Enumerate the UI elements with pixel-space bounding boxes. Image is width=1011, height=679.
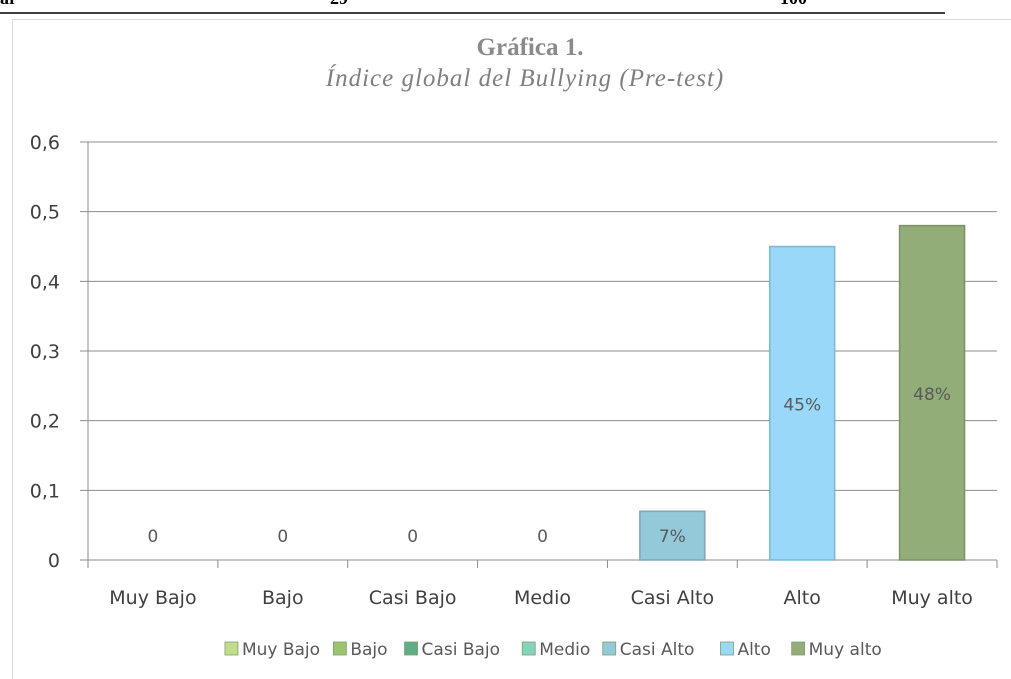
x-tick-label: Medio [514, 587, 571, 609]
x-tick-label: Alto [784, 587, 821, 609]
header-text: 100 [780, 0, 807, 8]
chart-title: Gráfica 1. [477, 34, 584, 61]
bar-face [900, 226, 964, 559]
y-tick-label: 0,3 [30, 341, 60, 363]
chart-frame [12, 19, 1011, 679]
legend-swatch [404, 641, 418, 656]
bar-face [770, 247, 834, 559]
data-label: 45% [783, 395, 821, 415]
legend-label: Alto [737, 640, 770, 660]
legend-label: Casi Bajo [422, 640, 500, 660]
header-text: ar [0, 0, 17, 8]
legend-label: Muy Bajo [242, 640, 320, 660]
data-label: 0 [148, 527, 159, 547]
y-tick-label: 0,4 [30, 271, 60, 293]
data-label: 0 [537, 527, 548, 547]
legend-swatch [224, 641, 239, 656]
legend-swatch [332, 641, 347, 656]
legend-swatch [602, 641, 617, 656]
x-tick-label: Muy alto [891, 587, 973, 609]
legend-swatch [720, 641, 734, 656]
header-text: 29 [330, 0, 348, 8]
legend-swatch [521, 641, 536, 656]
legend-swatch [791, 641, 806, 656]
legend-label: Muy alto [809, 640, 882, 660]
chart-subtitle: Índice global del Bullying (Pre-test) [325, 64, 724, 92]
y-tick-label: 0,2 [30, 411, 60, 433]
data-label: 0 [407, 527, 418, 547]
legend-label: Medio [539, 640, 590, 660]
legend-label: Casi Alto [620, 640, 695, 660]
x-tick-label: Casi Bajo [369, 587, 457, 609]
data-label: 0 [277, 527, 288, 547]
y-tick-label: 0 [48, 550, 60, 572]
y-tick-label: 0,5 [30, 202, 60, 224]
y-tick-label: 0,1 [30, 480, 60, 502]
y-tick-label: 0,6 [30, 132, 60, 154]
data-label: 7% [659, 527, 686, 547]
bar-face [640, 512, 704, 559]
x-tick-label: Bajo [262, 587, 304, 609]
data-label: 48% [913, 385, 951, 405]
x-tick-label: Muy Bajo [109, 587, 196, 609]
legend-label: Bajo [350, 640, 387, 660]
x-tick-label: Casi Alto [631, 587, 714, 609]
